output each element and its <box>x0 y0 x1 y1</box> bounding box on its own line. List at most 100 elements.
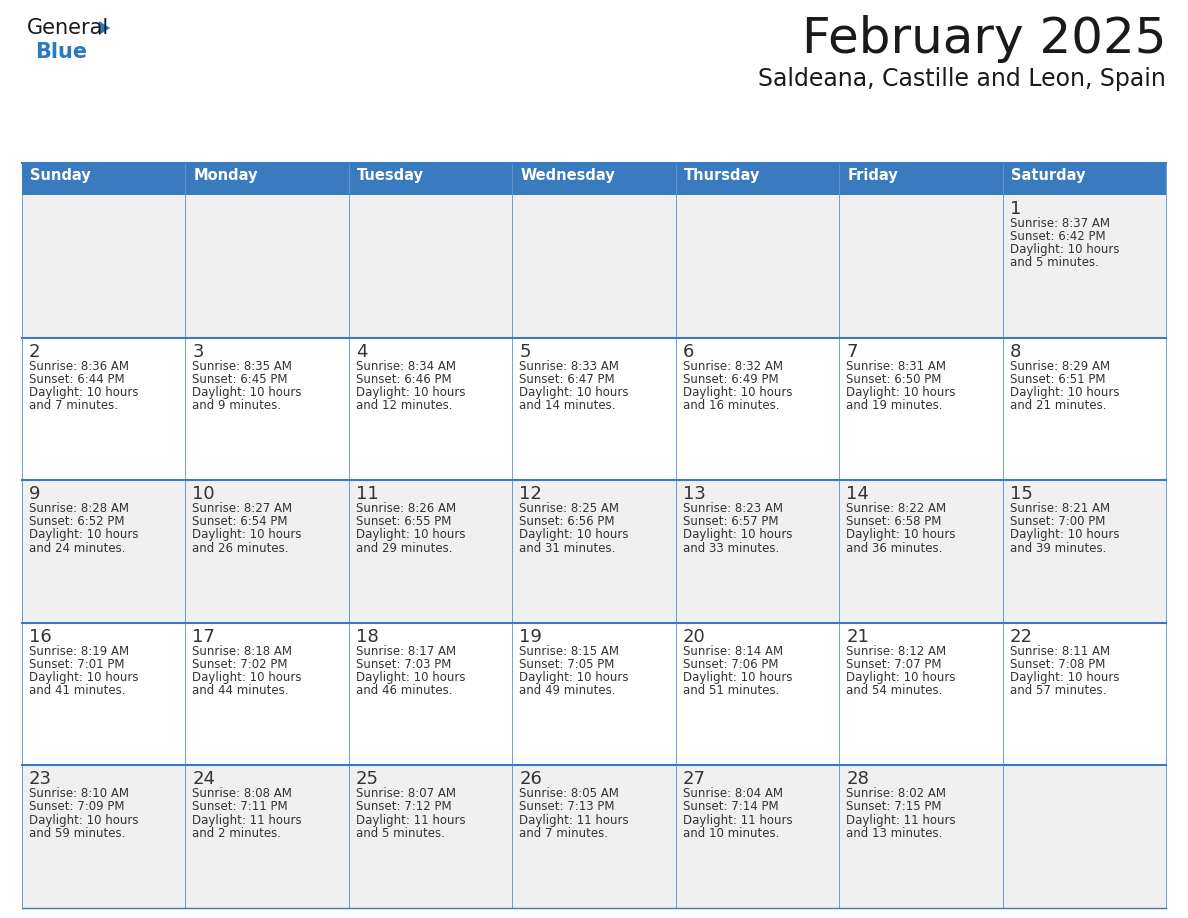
Text: 14: 14 <box>846 486 868 503</box>
Text: and 51 minutes.: and 51 minutes. <box>683 684 779 698</box>
Text: Sunset: 6:50 PM: Sunset: 6:50 PM <box>846 373 942 386</box>
Bar <box>23 338 185 480</box>
Text: 23: 23 <box>29 770 52 789</box>
Text: and 31 minutes.: and 31 minutes. <box>519 542 615 554</box>
Text: Sunset: 7:06 PM: Sunset: 7:06 PM <box>683 658 778 671</box>
Text: and 2 minutes.: and 2 minutes. <box>192 827 282 840</box>
Text: Sunset: 6:49 PM: Sunset: 6:49 PM <box>683 373 778 386</box>
Text: and 7 minutes.: and 7 minutes. <box>519 827 608 840</box>
Text: and 21 minutes.: and 21 minutes. <box>1010 399 1106 412</box>
Bar <box>512 338 676 480</box>
Text: Sunrise: 8:23 AM: Sunrise: 8:23 AM <box>683 502 783 515</box>
Bar <box>185 338 349 480</box>
Bar <box>839 163 1003 195</box>
Bar <box>1003 338 1165 480</box>
Text: and 9 minutes.: and 9 minutes. <box>192 399 282 412</box>
Text: Daylight: 10 hours: Daylight: 10 hours <box>846 671 955 684</box>
Bar <box>23 163 185 195</box>
Text: 7: 7 <box>846 342 858 361</box>
Text: Daylight: 10 hours: Daylight: 10 hours <box>846 386 955 398</box>
Text: Blue: Blue <box>34 42 87 62</box>
Text: Daylight: 10 hours: Daylight: 10 hours <box>1010 386 1119 398</box>
Text: 3: 3 <box>192 342 204 361</box>
Text: and 10 minutes.: and 10 minutes. <box>683 827 779 840</box>
Text: Daylight: 10 hours: Daylight: 10 hours <box>192 671 302 684</box>
Bar <box>839 338 1003 480</box>
Text: Sunrise: 8:21 AM: Sunrise: 8:21 AM <box>1010 502 1110 515</box>
Text: Sunrise: 8:11 AM: Sunrise: 8:11 AM <box>1010 644 1110 657</box>
Text: 4: 4 <box>356 342 367 361</box>
Text: Daylight: 10 hours: Daylight: 10 hours <box>29 386 139 398</box>
Bar <box>185 766 349 908</box>
Text: Sunset: 6:57 PM: Sunset: 6:57 PM <box>683 515 778 528</box>
Text: Daylight: 10 hours: Daylight: 10 hours <box>683 386 792 398</box>
Text: and 12 minutes.: and 12 minutes. <box>356 399 453 412</box>
Text: 6: 6 <box>683 342 694 361</box>
Bar <box>23 480 185 622</box>
Text: Sunset: 6:45 PM: Sunset: 6:45 PM <box>192 373 287 386</box>
Bar <box>839 622 1003 766</box>
Text: Sunset: 6:46 PM: Sunset: 6:46 PM <box>356 373 451 386</box>
Bar <box>676 195 839 338</box>
Text: 12: 12 <box>519 486 542 503</box>
Text: Sunrise: 8:04 AM: Sunrise: 8:04 AM <box>683 788 783 800</box>
Text: General: General <box>27 18 109 38</box>
Text: 22: 22 <box>1010 628 1032 645</box>
Text: Sunrise: 8:22 AM: Sunrise: 8:22 AM <box>846 502 947 515</box>
Bar <box>1003 195 1165 338</box>
Bar <box>185 622 349 766</box>
Text: Sunset: 6:51 PM: Sunset: 6:51 PM <box>1010 373 1105 386</box>
Text: Sunset: 7:03 PM: Sunset: 7:03 PM <box>356 658 451 671</box>
Text: Saturday: Saturday <box>1011 168 1085 183</box>
Text: Sunset: 6:56 PM: Sunset: 6:56 PM <box>519 515 614 528</box>
Text: 2: 2 <box>29 342 40 361</box>
Bar <box>676 622 839 766</box>
Text: and 57 minutes.: and 57 minutes. <box>1010 684 1106 698</box>
Text: 17: 17 <box>192 628 215 645</box>
Bar <box>1003 622 1165 766</box>
Bar <box>185 163 349 195</box>
Text: Friday: Friday <box>847 168 898 183</box>
Bar <box>23 622 185 766</box>
Text: 10: 10 <box>192 486 215 503</box>
Text: and 36 minutes.: and 36 minutes. <box>846 542 942 554</box>
Text: Daylight: 10 hours: Daylight: 10 hours <box>846 529 955 542</box>
Text: Sunrise: 8:15 AM: Sunrise: 8:15 AM <box>519 644 619 657</box>
Text: and 54 minutes.: and 54 minutes. <box>846 684 942 698</box>
Text: Daylight: 10 hours: Daylight: 10 hours <box>519 671 628 684</box>
Text: and 19 minutes.: and 19 minutes. <box>846 399 942 412</box>
Text: Sunset: 7:15 PM: Sunset: 7:15 PM <box>846 800 942 813</box>
Text: February 2025: February 2025 <box>802 15 1165 63</box>
Text: Sunset: 7:12 PM: Sunset: 7:12 PM <box>356 800 451 813</box>
Bar <box>185 480 349 622</box>
Text: 28: 28 <box>846 770 868 789</box>
Bar <box>512 195 676 338</box>
Text: and 44 minutes.: and 44 minutes. <box>192 684 289 698</box>
Text: 8: 8 <box>1010 342 1020 361</box>
Bar <box>1003 480 1165 622</box>
Text: Sunset: 7:05 PM: Sunset: 7:05 PM <box>519 658 614 671</box>
Bar <box>839 766 1003 908</box>
Text: and 24 minutes.: and 24 minutes. <box>29 542 126 554</box>
Bar <box>512 163 676 195</box>
Bar <box>676 766 839 908</box>
Text: Sunrise: 8:37 AM: Sunrise: 8:37 AM <box>1010 217 1110 230</box>
Text: Sunset: 7:08 PM: Sunset: 7:08 PM <box>1010 658 1105 671</box>
Text: Daylight: 10 hours: Daylight: 10 hours <box>683 671 792 684</box>
Text: Sunrise: 8:18 AM: Sunrise: 8:18 AM <box>192 644 292 657</box>
Text: Sunset: 7:07 PM: Sunset: 7:07 PM <box>846 658 942 671</box>
Text: Sunrise: 8:35 AM: Sunrise: 8:35 AM <box>192 360 292 373</box>
Text: Sunset: 7:00 PM: Sunset: 7:00 PM <box>1010 515 1105 528</box>
Text: 11: 11 <box>356 486 379 503</box>
Text: Sunrise: 8:36 AM: Sunrise: 8:36 AM <box>29 360 129 373</box>
Text: Thursday: Thursday <box>684 168 760 183</box>
Text: and 16 minutes.: and 16 minutes. <box>683 399 779 412</box>
Bar <box>23 766 185 908</box>
Text: and 13 minutes.: and 13 minutes. <box>846 827 942 840</box>
Text: Sunrise: 8:26 AM: Sunrise: 8:26 AM <box>356 502 456 515</box>
Text: Sunrise: 8:31 AM: Sunrise: 8:31 AM <box>846 360 946 373</box>
Bar <box>349 195 512 338</box>
Text: 5: 5 <box>519 342 531 361</box>
Text: Daylight: 10 hours: Daylight: 10 hours <box>356 529 466 542</box>
Text: Daylight: 11 hours: Daylight: 11 hours <box>683 813 792 826</box>
